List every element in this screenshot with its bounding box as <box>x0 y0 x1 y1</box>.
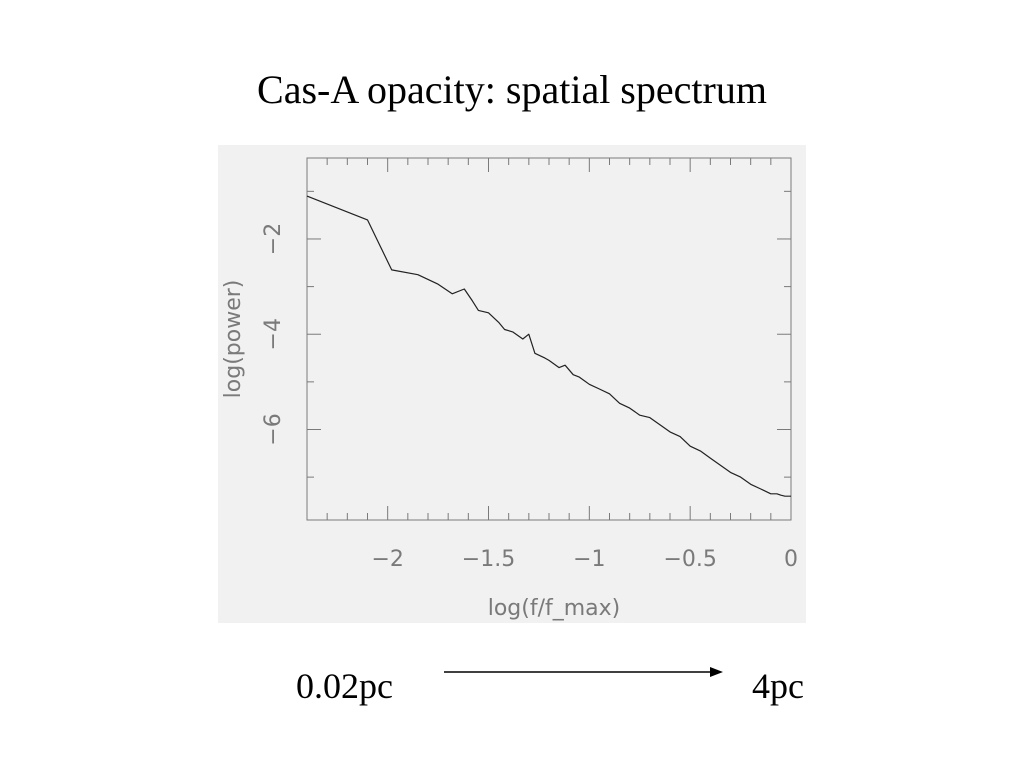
series-line <box>306 195 791 497</box>
y-axis-label: log(power) <box>221 280 246 399</box>
x-tick-label: −1 <box>573 547 605 572</box>
scale-end-label: 4pc <box>752 666 804 706</box>
x-tick-label: −0.5 <box>663 547 716 572</box>
spectrum-chart: −2 −1.5 −1 −0.5 0 −2 −4 −6 log(f/f_max) log(power… <box>221 157 798 621</box>
y-tick-label: −4 <box>261 318 286 350</box>
spectrum-plot: −2 −1.5 −1 −0.5 0 −2 −4 −6 log(f/f_max) log(power… <box>218 145 806 623</box>
y-tick-label: −6 <box>261 413 286 445</box>
x-tick-label: 0 <box>784 547 798 572</box>
scale-arrow <box>444 667 723 677</box>
x-tick-label: −1.5 <box>462 547 515 572</box>
slide-title: Cas-A opacity: spatial spectrum <box>257 67 767 112</box>
scale-start-label: 0.02pc <box>296 666 393 706</box>
x-tick-label: −2 <box>371 547 403 572</box>
x-axis-label: log(f/f_max) <box>488 596 621 621</box>
plot-frame <box>306 157 792 521</box>
y-tick-label: −2 <box>261 223 286 255</box>
